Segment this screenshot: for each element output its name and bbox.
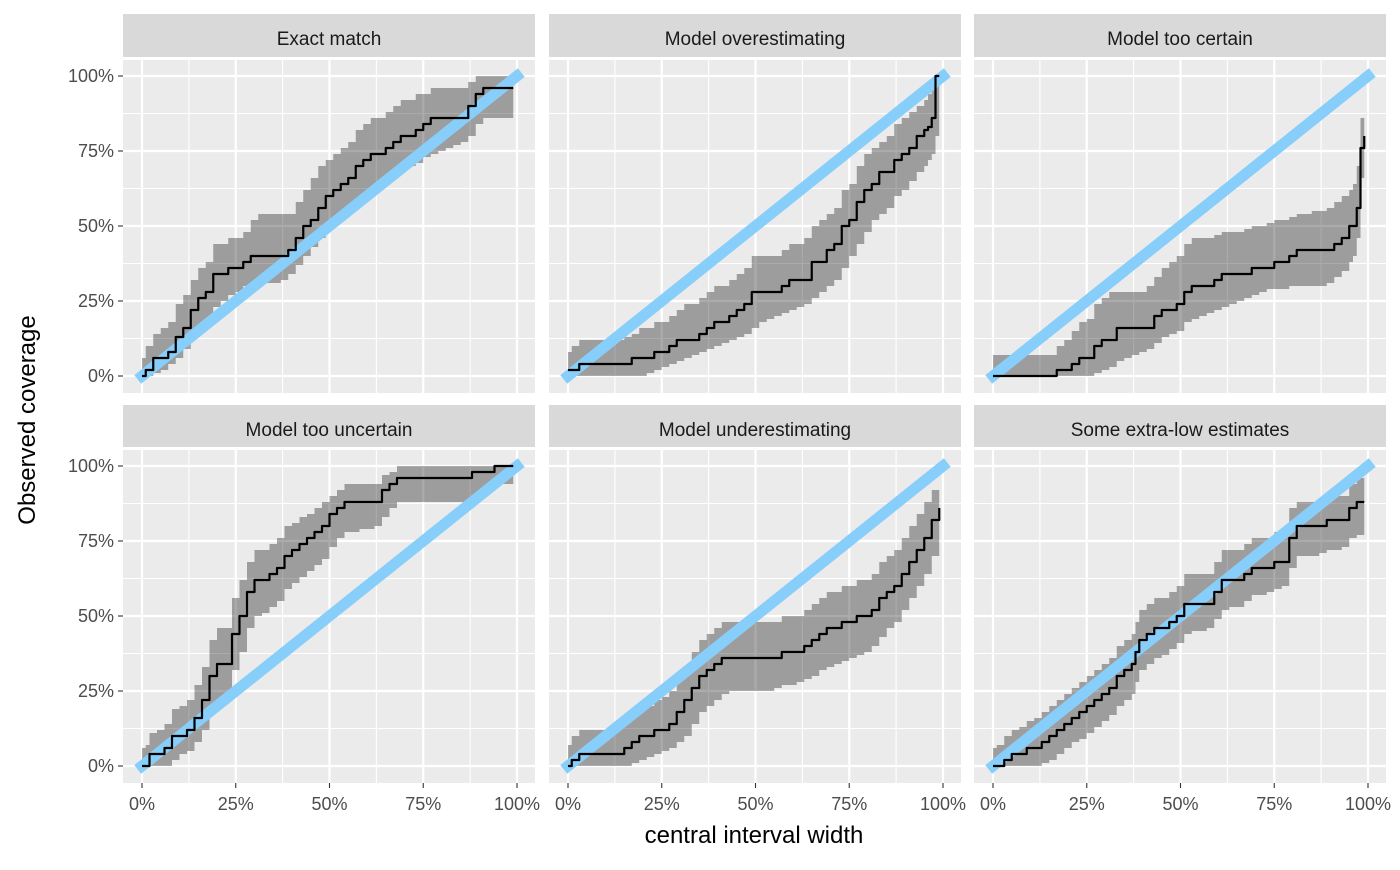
x-tick-label: 75% bbox=[405, 794, 441, 814]
coverage-band bbox=[568, 484, 940, 766]
x-tick-label: 75% bbox=[1256, 794, 1292, 814]
facet-panel-4: Model too uncertain 0% 25% 50% 75% 100% 0% 25% 5… bbox=[68, 405, 540, 814]
observed-coverage-line bbox=[142, 464, 514, 768]
coverage-band bbox=[993, 109, 1365, 376]
facet-strip bbox=[549, 405, 961, 447]
facet-strip bbox=[549, 14, 961, 57]
observed-coverage-line bbox=[142, 86, 514, 378]
x-tick-label: 25% bbox=[644, 794, 680, 814]
reference-line bbox=[560, 68, 951, 384]
x-tick-label: 0% bbox=[129, 794, 155, 814]
facet-panel-6: Some extra-low estimates 0% 25% 50% 75% 100% bbox=[974, 405, 1391, 814]
y-tick-label: 50% bbox=[78, 606, 114, 626]
y-axis-title: Observed coverage bbox=[14, 315, 41, 524]
observed-coverage-line bbox=[568, 508, 941, 768]
facet-strip-title: Model too uncertain bbox=[246, 420, 413, 441]
x-tick-label: 25% bbox=[1069, 794, 1105, 814]
facet-panel-1: Exact match 0% 25% 50% 75% 100% bbox=[68, 14, 535, 393]
y-tick-label: 25% bbox=[78, 291, 114, 311]
x-tick-label: 100% bbox=[1345, 794, 1391, 814]
x-tick-label: 0% bbox=[555, 794, 581, 814]
x-tick-label: 100% bbox=[920, 794, 966, 814]
observed-coverage-line bbox=[993, 136, 1366, 378]
y-tick-label: 50% bbox=[78, 216, 114, 236]
y-tick-label: 0% bbox=[88, 756, 114, 776]
x-tick-label: 100% bbox=[494, 794, 540, 814]
facet-strip-title: Some extra-low estimates bbox=[1071, 420, 1290, 441]
x-tick-label: 50% bbox=[311, 794, 347, 814]
x-tick-label: 0% bbox=[980, 794, 1006, 814]
facet-strip bbox=[974, 405, 1386, 447]
reference-line bbox=[985, 68, 1376, 384]
x-tick-label: 25% bbox=[218, 794, 254, 814]
x-tick-label: 75% bbox=[831, 794, 867, 814]
facet-strip bbox=[123, 405, 535, 447]
y-tick-label: 100% bbox=[68, 66, 114, 86]
reference-line bbox=[560, 458, 951, 774]
reference-line bbox=[134, 68, 525, 384]
facet-panel-3: Model too certain bbox=[974, 14, 1386, 393]
y-tick-label: 75% bbox=[78, 531, 114, 551]
observed-coverage-line bbox=[993, 500, 1365, 768]
facet-panel-5: Model underestimating 0% 25% 50% 75% 100% bbox=[549, 405, 966, 814]
y-tick-label: 25% bbox=[78, 681, 114, 701]
y-tick-label: 100% bbox=[68, 456, 114, 476]
y-tick-label: 75% bbox=[78, 141, 114, 161]
facet-strip-title: Model overestimating bbox=[665, 29, 846, 50]
facet-strip bbox=[974, 14, 1386, 57]
facet-strip-title: Model too certain bbox=[1107, 29, 1253, 50]
facet-strip-title: Exact match bbox=[277, 29, 382, 50]
y-tick-label: 0% bbox=[88, 366, 114, 386]
facet-strip-title: Model underestimating bbox=[659, 420, 851, 441]
x-axis-title: central interval width bbox=[645, 822, 864, 849]
x-tick-label: 50% bbox=[737, 794, 773, 814]
facet-strip bbox=[123, 14, 535, 57]
observed-coverage-line bbox=[568, 74, 940, 372]
reference-line bbox=[134, 458, 525, 774]
facet-panel-2: Model overestimating bbox=[549, 14, 961, 393]
x-tick-label: 50% bbox=[1162, 794, 1198, 814]
